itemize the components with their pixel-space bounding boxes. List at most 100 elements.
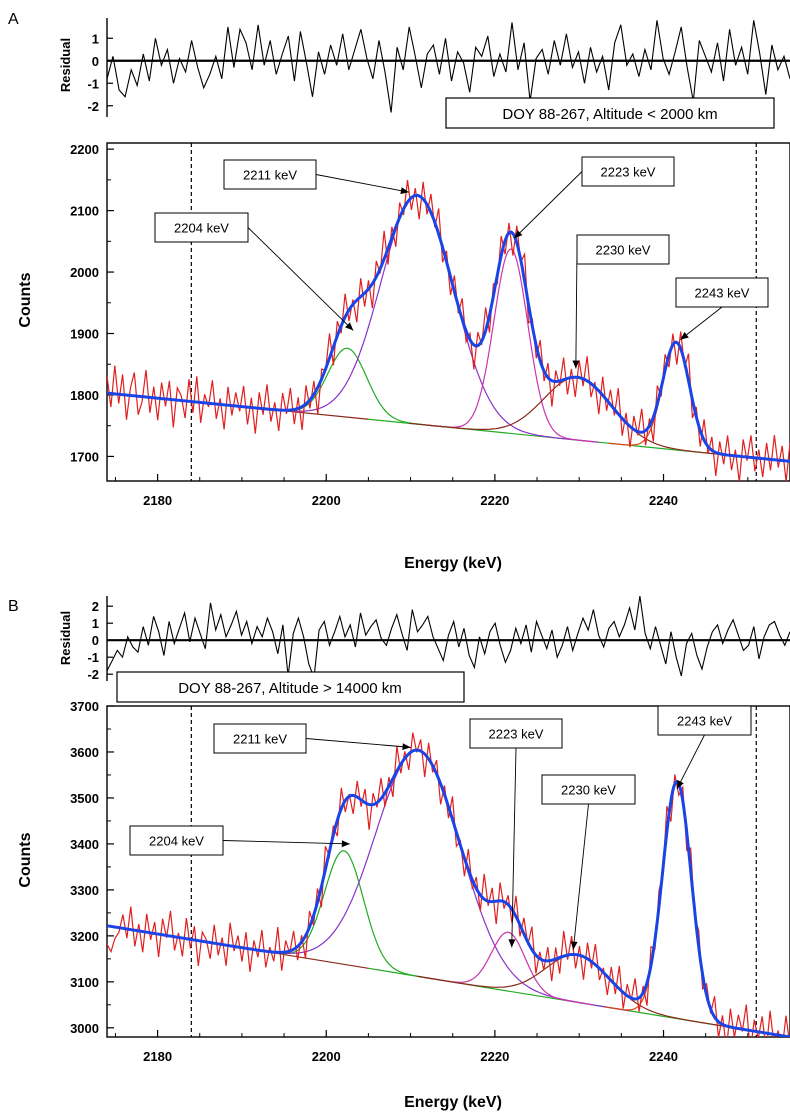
- y-tick-label: 3400: [70, 837, 99, 852]
- x-tick-label: 2200: [312, 1049, 341, 1064]
- residual-axis-label: Residual: [58, 38, 73, 92]
- annotation-arrowhead: [572, 360, 580, 369]
- residual-y-tick-label: 2: [92, 599, 99, 614]
- x-tick-label: 2200: [312, 493, 341, 508]
- annotation-arrowhead: [570, 941, 578, 950]
- peak-component: [426, 248, 596, 443]
- annotation-box: [657, 705, 752, 736]
- condition-box: [116, 671, 465, 703]
- x-tick-label: 2180: [143, 493, 172, 508]
- condition-label: DOY 88-267, Altitude < 2000 km: [502, 106, 717, 123]
- annotation-arrowhead: [400, 187, 409, 195]
- residual-y-tick-label: 0: [92, 633, 99, 648]
- annotation-label: 2223 keV: [489, 727, 544, 742]
- data-series: [107, 732, 790, 1037]
- x-tick-label: 2180: [143, 1049, 172, 1064]
- residual-y-tick-label: -1: [87, 76, 99, 91]
- residual-y-tick-label: -2: [87, 99, 99, 114]
- annotation-arrowhead: [680, 331, 689, 340]
- panel-letter: A: [8, 11, 19, 28]
- annotation-box: [213, 723, 307, 754]
- x-tick-label: 2240: [649, 1049, 678, 1064]
- annotation-box: [129, 825, 224, 856]
- x-tick-label: 2220: [480, 493, 509, 508]
- condition-label: DOY 88-267, Altitude > 14000 km: [178, 680, 402, 697]
- residual-y-tick-label: 1: [92, 31, 99, 46]
- residual-series: [107, 20, 790, 113]
- annotation-box: [154, 212, 249, 243]
- y-tick-label: 2200: [70, 142, 99, 157]
- peak-component: [605, 781, 749, 1031]
- residual-y-tick-label: 1: [92, 616, 99, 631]
- annotation-label: 2243 keV: [677, 714, 732, 729]
- residual-y-tick-label: 0: [92, 54, 99, 69]
- annotation-label: 2204 keV: [149, 834, 204, 849]
- total-fit-series: [107, 748, 790, 1037]
- annotation-label: 2243 keV: [695, 286, 750, 301]
- annotation-box: [223, 159, 317, 190]
- plot-area: [107, 179, 790, 481]
- annotation-leader: [315, 174, 409, 193]
- residual-axis-label: Residual: [58, 611, 73, 665]
- annotation-label: 2223 keV: [601, 165, 656, 180]
- annotation-arrowhead: [677, 780, 684, 789]
- x-axis-label: Energy (keV): [404, 555, 502, 572]
- y-tick-label: 3100: [70, 975, 99, 990]
- plot-frame: [106, 705, 790, 1038]
- annotation-label: 2211 keV: [233, 732, 287, 747]
- plot-area: [107, 732, 790, 1037]
- annotation-label: 2230 keV: [596, 243, 651, 258]
- annotation-leader: [513, 171, 583, 239]
- residual-y-tick-label: -1: [87, 650, 99, 665]
- x-tick-label: 2220: [480, 1049, 509, 1064]
- annotation-box: [581, 156, 675, 187]
- annotation-box: [469, 718, 563, 749]
- annotation-box: [675, 277, 769, 308]
- annotation-leader: [305, 738, 411, 748]
- annotation-arrowhead: [508, 939, 516, 948]
- plot-frame: [106, 142, 790, 482]
- panel-b: B -2 -1 0 1 2 Residual 2180 2200 2220 2240 3000 3100…: [8, 596, 790, 1111]
- annotation-label: 2211 keV: [243, 168, 297, 183]
- annotation-leader: [247, 227, 354, 331]
- annotation-label: 2204 keV: [174, 221, 229, 236]
- panel-a: A -2 -1 0 1 Residual 2180 2200 2220 2240 1700 1800 1…: [8, 11, 790, 572]
- y-tick-label: 1700: [70, 449, 99, 464]
- annotation-arrowhead: [514, 230, 523, 239]
- peak-component: [250, 347, 445, 428]
- annotation-box: [541, 774, 636, 805]
- annotation-arrowhead: [345, 322, 354, 331]
- annotation-leader: [680, 306, 723, 341]
- peak-component: [417, 954, 738, 1030]
- y-tick-label: 3000: [70, 1021, 99, 1036]
- y-tick-label: 1800: [70, 388, 99, 403]
- y-tick-label: 2000: [70, 265, 99, 280]
- annotation-label: 2230 keV: [561, 783, 616, 798]
- total-fit-series: [107, 193, 790, 463]
- annotation-arrowhead: [341, 840, 350, 848]
- residual-y-tick-label: -2: [87, 667, 99, 682]
- y-tick-label: 1900: [70, 327, 99, 342]
- y-tick-label: 2100: [70, 204, 99, 219]
- annotation-box: [576, 234, 670, 265]
- residual-series: [107, 596, 790, 678]
- annotation-arrowhead: [402, 743, 411, 751]
- annotation-leader: [511, 747, 517, 948]
- condition-box: [445, 97, 775, 129]
- y-tick-label: 3200: [70, 929, 99, 944]
- annotation-leader: [575, 249, 578, 369]
- peak-component: [235, 194, 599, 443]
- y-axis-label: Counts: [17, 272, 34, 327]
- y-tick-label: 3700: [70, 699, 99, 714]
- y-tick-label: 3500: [70, 791, 99, 806]
- x-axis-label: Energy (keV): [404, 1094, 502, 1111]
- annotation-leader: [676, 734, 705, 789]
- x-tick-label: 2240: [649, 493, 678, 508]
- annotation-leader: [222, 840, 350, 845]
- y-axis-label: Counts: [17, 832, 34, 887]
- annotation-leader: [572, 803, 589, 950]
- y-tick-label: 3600: [70, 745, 99, 760]
- y-tick-label: 3300: [70, 883, 99, 898]
- panel-letter: B: [8, 598, 19, 615]
